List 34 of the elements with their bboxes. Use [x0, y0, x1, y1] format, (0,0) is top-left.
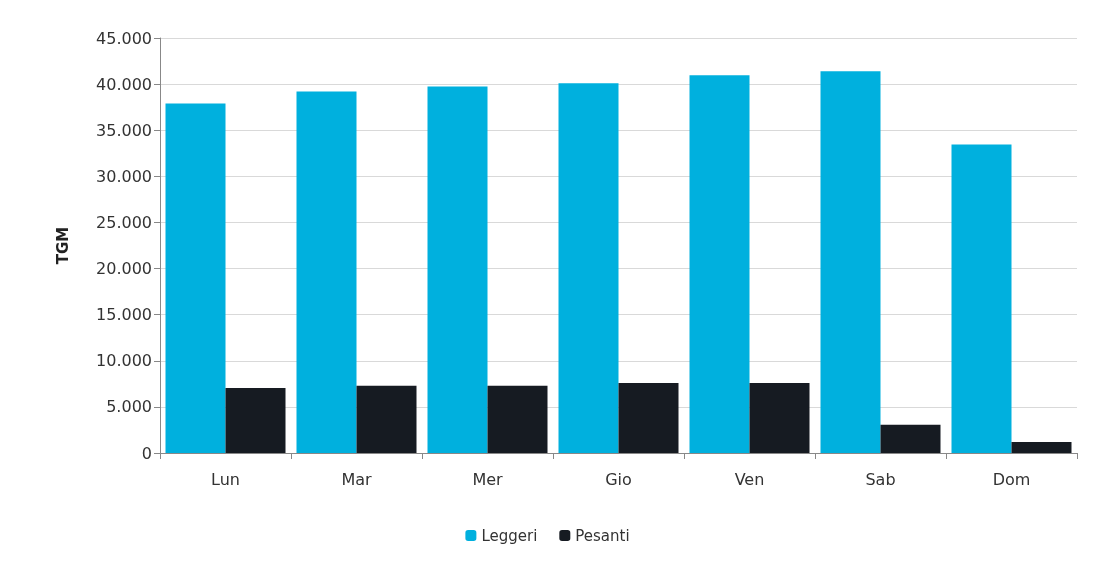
y-tick-label: 30.000 [96, 166, 152, 186]
bar [487, 385, 548, 453]
bar [618, 382, 679, 453]
y-tick-label: 45.000 [96, 28, 152, 48]
bar [880, 424, 941, 453]
x-tick-label: Sab [865, 469, 896, 489]
x-tick-label: Mer [472, 469, 504, 489]
x-tick-label: Lun [211, 469, 240, 489]
y-tick-label: 40.000 [96, 74, 152, 94]
bar [558, 83, 619, 453]
bar [951, 144, 1012, 453]
y-tick-label: 10.000 [96, 351, 152, 371]
x-tick-label: Ven [734, 469, 765, 489]
legend-label: Leggeri [481, 526, 538, 545]
x-tick-label: Gio [605, 469, 632, 489]
bar [1011, 441, 1072, 453]
bar [296, 91, 357, 453]
x-tick-label: Dom [992, 469, 1031, 489]
y-axis-title: TGM [53, 226, 72, 265]
bar [820, 71, 881, 453]
bar [689, 75, 750, 453]
bar [165, 103, 226, 453]
y-tick-label: 20.000 [96, 259, 152, 279]
legend-label: Pesanti [575, 526, 630, 545]
bar [356, 385, 417, 453]
bar [225, 387, 286, 453]
y-tick-label: 0 [141, 443, 152, 463]
y-tick-label: 15.000 [96, 305, 152, 325]
y-tick-label: 25.000 [96, 212, 152, 232]
y-tick-label: 5.000 [106, 397, 152, 417]
x-tick-label: Mar [341, 469, 373, 489]
y-tick-label: 35.000 [96, 120, 152, 140]
bar [427, 86, 488, 453]
bar [749, 382, 810, 453]
